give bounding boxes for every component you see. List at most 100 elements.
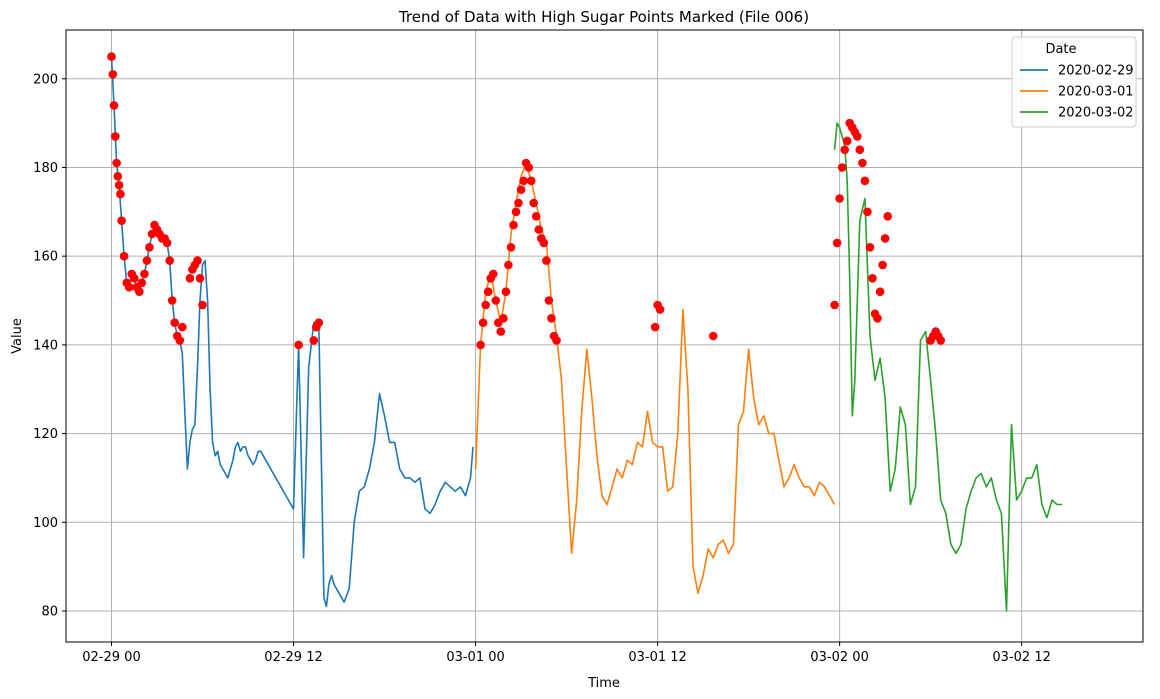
high-sugar-point <box>936 336 945 345</box>
x-tick-label: 02-29 12 <box>264 650 322 665</box>
high-sugar-point <box>162 238 172 248</box>
high-sugar-point <box>193 256 202 265</box>
high-sugar-point <box>858 158 867 168</box>
high-sugar-point <box>195 274 205 283</box>
high-sugar-point <box>531 212 541 221</box>
high-sugar-point <box>875 287 885 297</box>
high-sugar-point <box>140 269 149 279</box>
high-sugar-point <box>124 282 134 292</box>
plot-area <box>66 30 1143 642</box>
y-tick-label: 160 <box>33 250 58 265</box>
plot-frame <box>65 29 1144 643</box>
high-sugar-point <box>853 132 862 141</box>
y-axis-label: Value <box>10 318 25 354</box>
high-sugar-point <box>837 163 847 172</box>
high-sugar-point <box>708 331 718 341</box>
high-sugar-point <box>491 296 501 305</box>
legend-box <box>1011 36 1137 128</box>
high-sugar-point <box>108 70 118 79</box>
y-tick-label: 200 <box>33 72 58 87</box>
high-sugar-point <box>175 336 185 345</box>
high-sugar-point <box>198 300 207 310</box>
high-sugar-point <box>478 318 488 328</box>
high-sugar-point <box>855 145 865 154</box>
high-sugar-point <box>516 185 526 194</box>
high-sugar-point <box>114 180 124 190</box>
high-sugar-point <box>655 305 665 314</box>
high-sugar-point <box>544 296 554 305</box>
high-sugar-point <box>107 52 116 61</box>
high-sugar-point <box>526 176 536 186</box>
high-sugar-point <box>863 207 872 217</box>
legend-entry: 2020-03-01 <box>1058 85 1134 100</box>
high-sugar-point <box>185 274 195 283</box>
high-sugar-point <box>880 234 890 243</box>
high-sugar-point <box>111 132 120 141</box>
high-sugar-point <box>496 327 506 336</box>
high-sugar-point <box>650 322 660 332</box>
grid <box>66 30 1143 642</box>
high-sugar-point <box>547 314 556 323</box>
high-sugar-point <box>294 340 303 350</box>
high-sugar-point <box>112 158 121 168</box>
high-sugar-point <box>167 296 177 305</box>
high-sugar-point <box>529 198 538 208</box>
high-sugar-point <box>178 322 187 332</box>
x-tick-label: 03-02 12 <box>992 650 1050 665</box>
high-sugar-point <box>542 256 551 265</box>
high-sugar-point <box>145 243 154 252</box>
high-sugar-point <box>116 189 125 199</box>
high-sugar-point <box>514 198 523 208</box>
legend: Date 2020-02-29 2020-03-01 2020-03-02 <box>1011 36 1137 128</box>
high-sugar-point <box>109 101 119 110</box>
high-sugar-point <box>142 256 152 265</box>
high-sugar-point <box>539 238 549 248</box>
high-sugar-point <box>830 300 839 310</box>
high-sugar-point <box>117 216 126 225</box>
high-sugar-point <box>113 172 123 181</box>
high-sugar-point <box>840 145 849 154</box>
high-sugar-point <box>137 278 147 288</box>
x-axis-ticks: 02-29 00 02-29 12 03-01 00 03-01 12 03-02 00… <box>82 642 1051 665</box>
high-sugar-point <box>501 287 511 297</box>
high-sugar-point <box>489 269 498 279</box>
x-tick-label: 03-02 00 <box>810 650 868 665</box>
legend-title: Date <box>1045 42 1076 57</box>
high-sugar-point <box>511 207 521 217</box>
high-sugar-point <box>519 176 528 186</box>
y-axis-ticks: 80 100 120 140 160 180 200 <box>33 72 66 619</box>
high-sugar-point <box>842 136 852 146</box>
y-tick-label: 80 <box>41 604 58 619</box>
high-sugar-point <box>883 212 892 221</box>
y-tick-label: 100 <box>33 516 58 531</box>
x-tick-label: 02-29 00 <box>82 650 140 665</box>
high-sugar-point <box>509 220 518 230</box>
high-sugar-point <box>524 163 533 172</box>
high-sugar-point <box>309 336 319 345</box>
high-sugar-point <box>135 287 144 297</box>
legend-entry: 2020-03-02 <box>1058 106 1134 121</box>
high-sugar-point <box>534 225 544 234</box>
high-sugar-point <box>860 176 870 186</box>
y-tick-label: 140 <box>33 338 58 353</box>
high-sugar-point <box>165 256 174 265</box>
high-sugar-point <box>873 314 882 323</box>
high-sugar-point <box>476 340 485 350</box>
series-line-2020-03-02 <box>833 122 1063 612</box>
high-sugar-point <box>868 274 877 283</box>
y-tick-label: 180 <box>33 161 58 176</box>
high-sugar-point <box>835 194 844 203</box>
high-sugar-point <box>170 318 179 328</box>
high-sugar-point <box>878 260 887 270</box>
legend-entry: 2020-02-29 <box>1058 64 1134 79</box>
x-tick-label: 03-01 00 <box>446 650 504 665</box>
high-sugar-point <box>130 274 139 283</box>
high-sugar-point <box>504 260 513 270</box>
high-sugar-point <box>552 336 561 345</box>
high-sugar-markers <box>107 52 945 350</box>
high-sugar-point <box>483 287 493 297</box>
high-sugar-point <box>506 243 516 252</box>
high-sugar-point <box>119 251 129 261</box>
legend-items: 2020-02-29 2020-03-01 2020-03-02 <box>1020 64 1134 121</box>
